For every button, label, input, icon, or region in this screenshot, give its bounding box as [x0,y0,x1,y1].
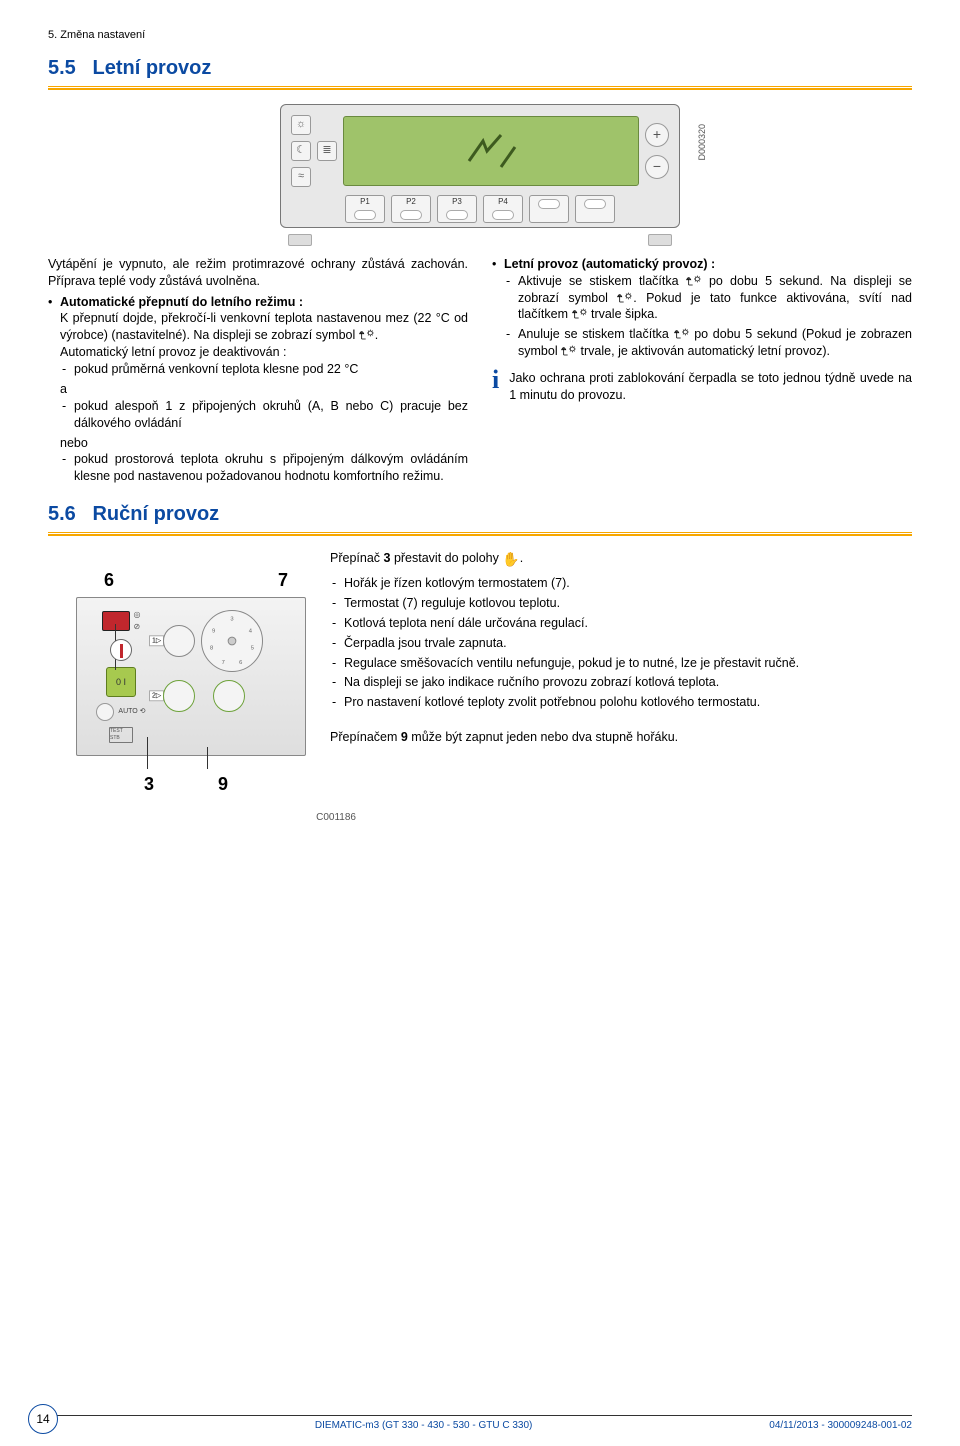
dial-1[interactable] [163,625,195,657]
panel-figure-wrapper: 6 7 ◎ ⊘ 0 I [48,550,306,796]
blank-button-2[interactable] [575,195,615,223]
figure-label-d000320: D000320 [696,124,708,161]
summer-icon [674,328,690,340]
dial-9[interactable] [213,680,245,712]
b56-3: Kotlová teplota není dále určována regul… [330,615,912,632]
section-55-title: 5.5 Letní provoz [48,55,912,82]
moon-icon: ☾ [291,141,311,161]
footer-product: DIEMATIC-m3 (GT 330 - 430 - 530 - GTU C … [315,1419,532,1433]
switch-9-note: Přepínačem 9 může být zapnut jeden nebo … [330,729,912,746]
svg-text:7: 7 [222,660,225,666]
test-stb-button[interactable]: TEST STB [109,727,133,743]
deact-bullet-2: pokud alespoň 1 z připojených okruhů (A,… [60,398,468,432]
thermometer-icon [110,639,132,661]
section-55-number: 5.5 [48,57,76,79]
section-rule [48,86,912,90]
annul-bullet: Anuluje se stiskem tlačítka po dobu 5 se… [504,326,912,360]
b56-5: Regulace směšovacích ventilu nefunguje, … [330,655,912,672]
foot-right [648,234,672,246]
svg-text:3: 3 [230,616,233,622]
auto-text-pre: K přepnutí dojde, překročí-li venkovní t… [60,311,468,342]
sun-icon: ☼ [291,115,311,135]
b56-2: Termostat (7) reguluje kotlovou teplotu. [330,595,912,612]
label-6: 6 [104,568,114,592]
switch-instruction: Přepínač 3 přestavit do polohy ✋. [330,550,912,569]
auto-heading: Automatické přepnutí do letního režimu : [60,295,303,309]
device-figure: ☼ ☾ ≈ ≣ + − P1 P2 P3 P4 [280,104,680,246]
chapter-label: 5. Změna nastavení [48,28,912,43]
summer-icon [686,275,702,287]
summer-icon [572,308,588,320]
dial-big-7[interactable]: 3 4 5 6 7 8 9 [201,610,263,672]
auto-button[interactable] [96,703,114,721]
footer-date-doc: 04/11/2013 - 300009248-001-02 [769,1419,912,1433]
b56-4: Čerpadla jsou trvale zapnuta. [330,635,912,652]
p4-button[interactable]: P4 [483,195,523,223]
left-column: Vytápění je vypnuto, ale režim protimraz… [48,256,468,489]
right-column: Letní provoz (automatický provoz) : Akti… [492,256,912,489]
bars-icon: ≣ [317,141,337,161]
mode-knob[interactable]: 0 I [106,667,136,697]
nebo-word: nebo [60,436,88,450]
section-55-name: Letní provoz [92,57,211,79]
plus-button[interactable]: + [645,123,669,147]
svg-text:9: 9 [212,628,215,634]
minus-button[interactable]: − [645,155,669,179]
activate-bullet: Aktivuje se stiskem tlačítka po dobu 5 s… [504,273,912,324]
figure-label-c001186: C001186 [316,811,356,825]
svg-text:4: 4 [249,628,253,634]
page-footer: 14 DIEMATIC-m3 (GT 330 - 430 - 530 - GTU… [48,1415,912,1433]
auto-switch-item: Automatické přepnutí do letního režimu :… [48,294,468,486]
svg-text:5: 5 [251,645,254,651]
svg-text:8: 8 [210,645,213,651]
b56-7: Pro nastavení kotlové teploty zvolit pot… [330,694,912,711]
section-rule-2 [48,532,912,536]
indicator-bot: ⊘ [134,622,141,633]
section-56-text: Přepínač 3 přestavit do polohy ✋. Hořák … [330,550,912,746]
wave-icon: ≈ [291,167,311,187]
foot-left [288,234,312,246]
dial-2[interactable] [163,680,195,712]
lcd-display [343,116,639,186]
indicator-top: ◎ [134,610,141,621]
section-56-name: Ruční provoz [92,503,219,525]
label-3: 3 [144,772,154,796]
intro-text: Vytápění je vypnuto, ale režim protimraz… [48,256,468,290]
info-icon: i [492,370,499,404]
svg-text:6: 6 [239,660,242,666]
dial-2-label: 2▷ [149,690,164,701]
label-7: 7 [278,568,288,592]
summer-auto-item: Letní provoz (automatický provoz) : Akti… [492,256,912,360]
deact-bullet-1: pokud průměrná venkovní teplota klesne p… [60,361,468,378]
summer-icon [617,292,633,304]
hand-icon: ✋ [502,551,519,567]
summer-auto-heading: Letní provoz (automatický provoz) : [504,257,715,271]
summer-icon [359,329,375,341]
b56-6: Na displeji se jako indikace ručního pro… [330,674,912,691]
dial-1-label: 1▷ [149,635,164,646]
p3-button[interactable]: P3 [437,195,477,223]
panel-body: ◎ ⊘ 0 I AUTO ⟲ TEST STB [76,597,306,757]
a-word: a [60,382,67,396]
p1-button[interactable]: P1 [345,195,385,223]
info-text: Jako ochrana proti zablokování čerpadla … [509,370,912,404]
info-note: i Jako ochrana proti zablokování čerpadl… [492,370,912,404]
p2-button[interactable]: P2 [391,195,431,223]
deact-intro: Automatický letní provoz je deaktivován … [60,345,287,359]
label-9: 9 [218,772,228,796]
section-56-number: 5.6 [48,503,76,525]
section-56-title: 5.6 Ruční provoz [48,501,912,528]
b56-1: Hořák je řízen kotlovým termostatem (7). [330,575,912,592]
blank-button-1[interactable] [529,195,569,223]
page-number: 14 [28,1404,58,1434]
auto-label: AUTO ⟲ [118,707,145,716]
summer-icon [561,345,577,357]
deact-bullet-3: pokud prostorová teplota okruhu s připoj… [60,451,468,485]
